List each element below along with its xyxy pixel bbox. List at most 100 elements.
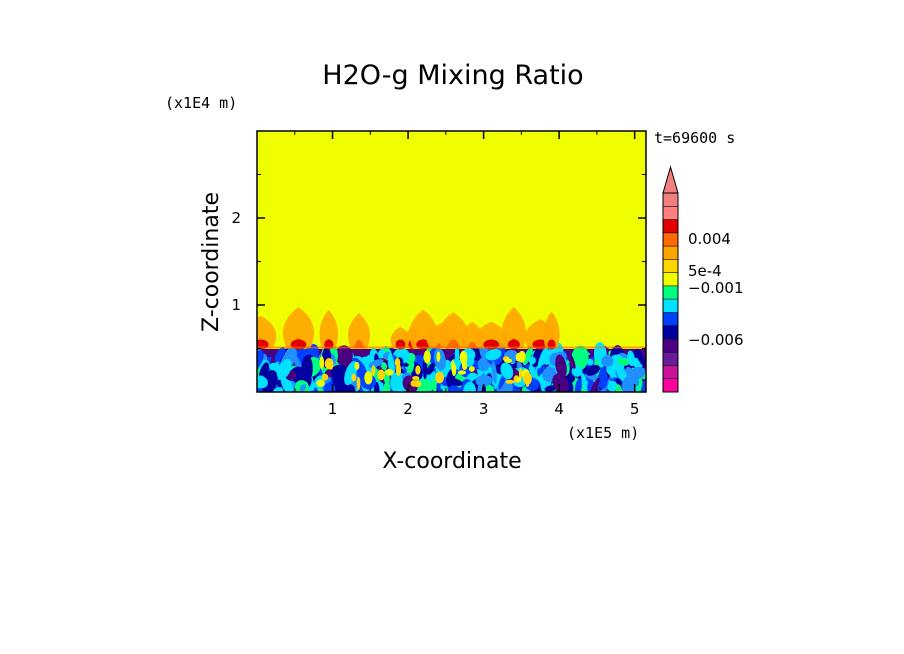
colorbar-segment	[663, 285, 678, 300]
colorbar-segment	[663, 312, 678, 326]
turbulence-blob	[615, 384, 623, 392]
turbulence-blob	[571, 345, 589, 371]
turbulence-blob	[415, 365, 421, 375]
colorbar-label-1: 5e-4	[688, 262, 722, 280]
turbulence-blob	[581, 372, 588, 392]
turbulence-blob	[385, 369, 394, 376]
turbulence-blob	[377, 369, 386, 381]
plume-core	[353, 339, 365, 349]
plume-outer	[319, 309, 338, 349]
turbulence-blob	[601, 355, 614, 367]
turbulence-blob	[368, 359, 384, 368]
turbulence-blob	[426, 362, 435, 375]
turbulence-blob	[516, 377, 522, 383]
colorbar-segment	[663, 325, 678, 340]
turbulence-blob	[412, 376, 420, 381]
turbulence-blob	[518, 350, 526, 363]
turbulence-blob	[485, 348, 502, 361]
turbulence-blob	[436, 351, 441, 363]
turbulence-blob	[356, 376, 361, 391]
turbulence-blob	[469, 366, 475, 372]
y-scale-label: (x1E4 m)	[165, 94, 237, 112]
turbulence-blob	[274, 347, 285, 363]
turbulence-blob	[635, 348, 646, 369]
turbulence-blob	[475, 374, 493, 387]
turbulence-blob	[504, 358, 513, 363]
turbulence-blob	[257, 375, 268, 389]
turbulence-blob	[491, 360, 497, 384]
colorbar-segment	[663, 259, 678, 273]
colorbar-label-2: −0.001	[688, 279, 744, 297]
colorbar-segment	[663, 193, 678, 207]
x-tick-label: 1	[328, 400, 338, 418]
turbulence-blob	[321, 373, 329, 381]
plume-outer	[282, 307, 315, 349]
colorbar-label-0: 0.004	[688, 230, 731, 248]
colorbar-extend-arrow	[662, 165, 679, 194]
turbulence-blob	[537, 346, 548, 369]
moist-plumes	[257, 306, 646, 350]
x-scale-label: (x1E5 m)	[567, 424, 639, 442]
turbulence-blob	[341, 384, 356, 392]
turbulence-blob	[316, 379, 325, 388]
colorbar-segment	[663, 272, 678, 287]
colorbar-segment	[663, 365, 678, 380]
y-axis-label: Z-coordinate	[199, 192, 224, 332]
turbulence-blob	[585, 364, 600, 376]
plume-outer	[438, 312, 469, 349]
turbulence-blob	[518, 367, 523, 380]
turbulence-blob	[461, 353, 467, 365]
turbulence-blob	[454, 344, 460, 368]
turbulence-blob	[381, 362, 388, 370]
turbulence-blob	[457, 370, 466, 375]
turbulence-blob	[628, 367, 646, 380]
colorbar-segment	[663, 219, 678, 234]
turbulence-blob	[523, 372, 532, 385]
turbulence-blob	[423, 350, 431, 364]
turbulence-blob	[410, 380, 417, 387]
colorbar-segment	[663, 378, 678, 393]
colorbar-segment	[663, 232, 678, 247]
x-tick-label: 5	[630, 400, 640, 418]
turbulence-blob	[364, 371, 373, 385]
chart-title: H2O-g Mixing Ratio	[322, 60, 583, 91]
turbulence-blob	[586, 358, 594, 366]
colorbar-segment	[663, 338, 678, 353]
y-tick-label: 2	[231, 209, 241, 227]
x-axis: 1 2 3 4 5	[294, 131, 640, 418]
colorbar-label-3: −0.006	[688, 331, 744, 349]
colorbar-segment	[663, 206, 678, 220]
turbulence-blob	[617, 357, 630, 366]
turbulence-blob	[344, 360, 358, 386]
colorbar	[662, 165, 679, 393]
turbulence-blob	[451, 360, 455, 373]
turbulence-blob	[406, 361, 415, 375]
turbulence-blob	[431, 377, 437, 392]
turbulence-blob	[373, 381, 380, 392]
turbulence-blob	[301, 355, 313, 382]
turbulence-blob	[319, 356, 325, 370]
turbulence-blob	[277, 359, 292, 380]
turbulence-blob	[280, 374, 294, 392]
x-tick-label: 3	[479, 400, 489, 418]
turbulence-blob	[354, 361, 360, 370]
plume-outer	[543, 311, 560, 349]
colorbar-segment	[663, 352, 678, 366]
turbulence-blob	[528, 356, 536, 365]
turbulence-blob	[522, 346, 533, 366]
y-axis: 12	[231, 174, 646, 349]
boundary-layer-turbulence	[257, 342, 646, 392]
colorbar-segment	[663, 299, 678, 313]
time-label: t=69600 s	[654, 129, 735, 147]
turbulence-blob	[589, 377, 600, 392]
plume-outer	[475, 321, 508, 349]
turbulence-blob	[566, 349, 576, 369]
turbulence-blob	[435, 371, 444, 384]
y-tick-label: 1	[231, 296, 241, 314]
turbulence-blob	[500, 362, 514, 380]
colorbar-segment	[663, 246, 678, 260]
turbulence-blob	[261, 369, 278, 392]
x-tick-label: 2	[403, 400, 413, 418]
plume-core	[445, 339, 461, 349]
